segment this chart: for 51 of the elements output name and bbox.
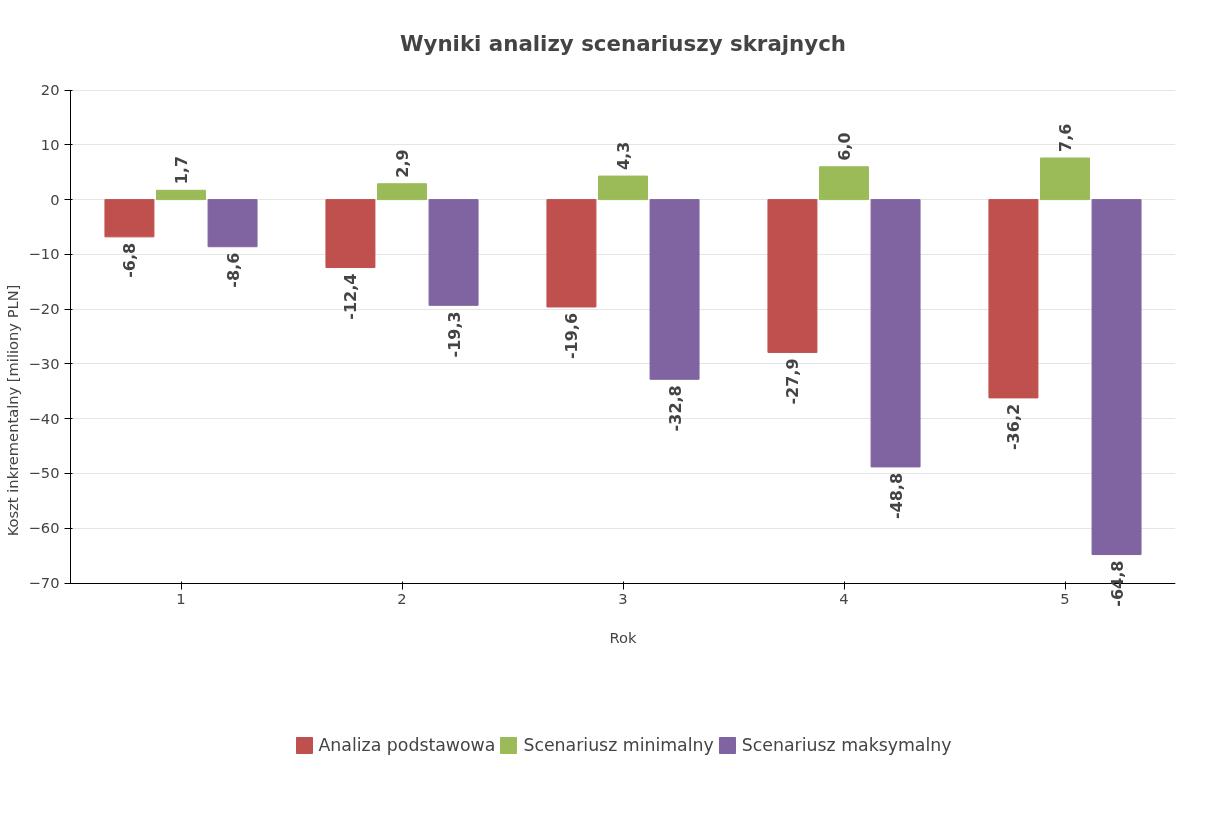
- y-tick-label: −30: [28, 354, 60, 372]
- data-label: 4,3: [614, 141, 633, 171]
- x-tick-label: 3: [618, 590, 628, 608]
- data-label: 1,7: [172, 155, 191, 185]
- y-tick-label: −10: [28, 245, 60, 263]
- y-tick-label: 0: [50, 190, 60, 208]
- data-label: -19,3: [444, 311, 464, 358]
- y-tick-label: 20: [40, 81, 60, 99]
- data-label: -6,8: [120, 242, 140, 278]
- y-tick-label: 10: [40, 135, 60, 153]
- bar: [104, 199, 155, 238]
- x-axis-title: Rok: [609, 628, 637, 646]
- bar: [767, 199, 818, 353]
- bar: [325, 199, 376, 269]
- bar: [598, 175, 648, 201]
- data-label: -8,6: [223, 252, 243, 288]
- bar: [428, 199, 479, 306]
- bar: [546, 199, 597, 308]
- legend-label: Scenariusz minimalny: [523, 735, 714, 755]
- bar: [377, 183, 427, 201]
- data-label: -19,6: [562, 312, 582, 360]
- data-label: -64,8: [1107, 560, 1127, 607]
- legend-label: Scenariusz maksymalny: [741, 735, 952, 755]
- chart-title: Wyniki analizy scenariuszy skrajnych: [399, 30, 847, 56]
- data-label: -27,9: [783, 358, 803, 405]
- bar: [156, 189, 206, 201]
- x-tick-label: 5: [1060, 590, 1070, 608]
- y-tick-label: −70: [28, 574, 60, 592]
- data-label: 6,0: [835, 132, 854, 161]
- x-tick-label: 2: [397, 590, 407, 608]
- data-label: -32,8: [665, 385, 685, 432]
- data-label: -36,2: [1004, 403, 1024, 451]
- data-label: 2,9: [393, 149, 412, 178]
- bar: [1040, 157, 1090, 201]
- bar: [207, 199, 258, 248]
- data-label: -12,4: [341, 273, 361, 320]
- y-tick-label: −20: [28, 300, 60, 318]
- legend-label: Analiza podstawowa: [318, 735, 496, 755]
- y-tick-label: −60: [28, 519, 60, 537]
- y-tick-label: −50: [28, 464, 60, 482]
- bar: [988, 199, 1039, 399]
- x-tick-label: 4: [839, 590, 849, 608]
- bar: [819, 166, 869, 201]
- y-tick-label: −40: [28, 409, 60, 427]
- data-label: -48,8: [886, 472, 906, 520]
- bar: [649, 199, 700, 380]
- x-tick-label: 1: [176, 590, 186, 608]
- data-label: 7,6: [1056, 123, 1075, 152]
- bar: [1091, 199, 1142, 556]
- y-axis-title: Koszt inkrementalny [miliony PLN]: [3, 284, 21, 537]
- bar: [870, 199, 921, 468]
